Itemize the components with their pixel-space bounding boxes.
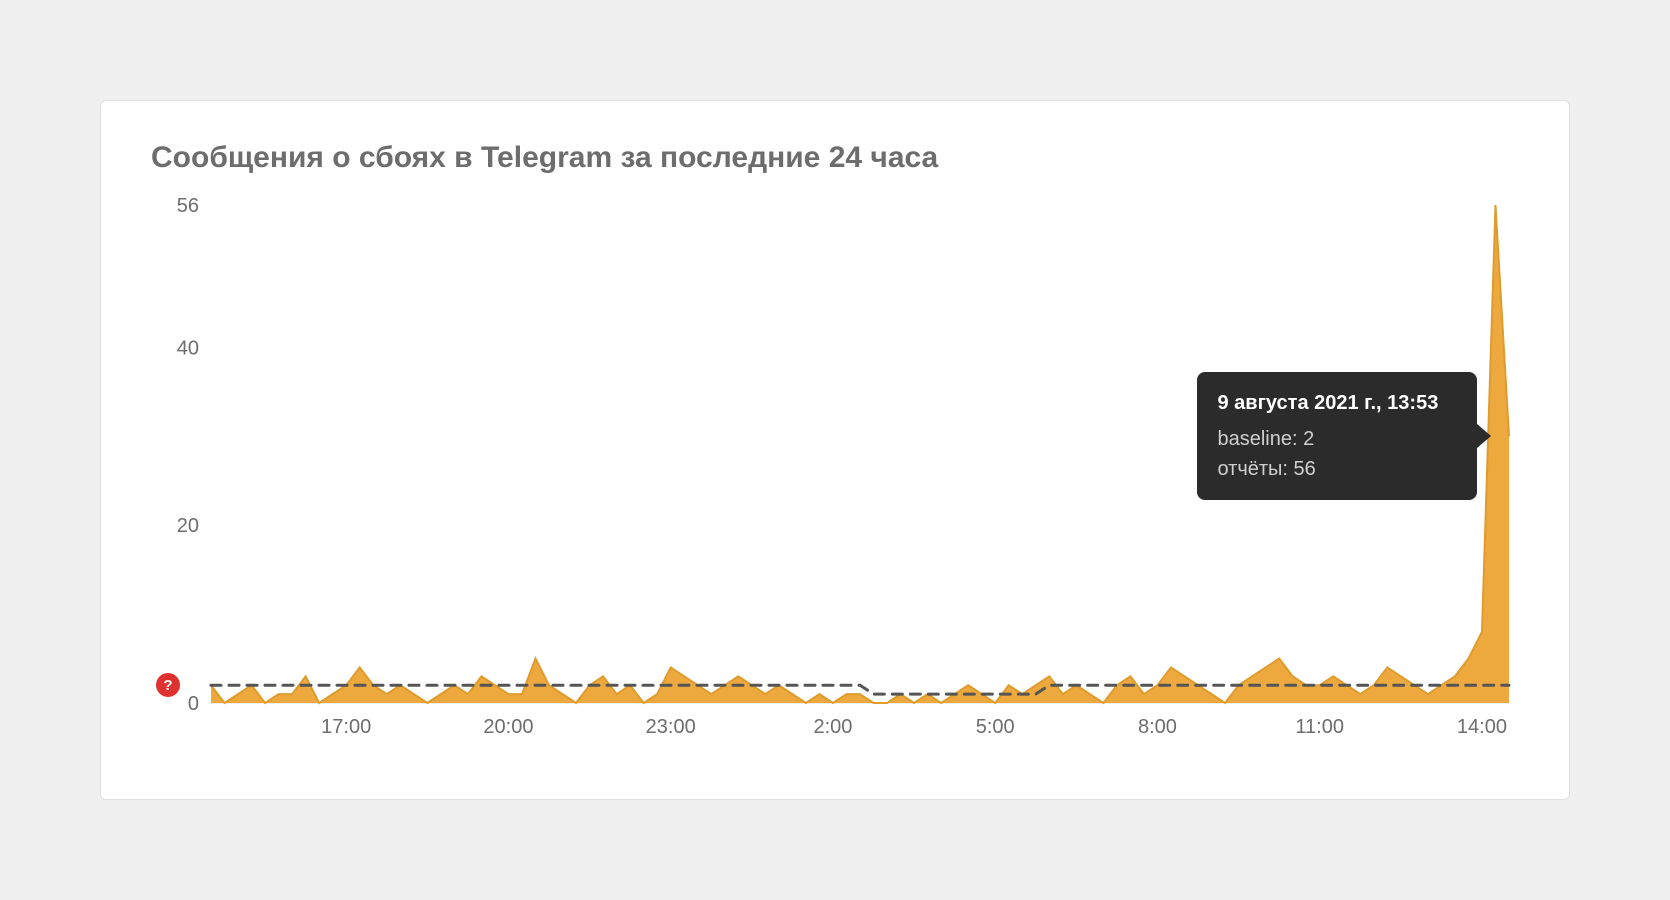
svg-text:56: 56	[177, 195, 199, 217]
chart-card: Сообщения о сбоях в Telegram за последни…	[100, 100, 1570, 800]
svg-text:20:00: 20:00	[483, 716, 533, 738]
svg-text:20: 20	[177, 515, 199, 537]
chart-title: Сообщения о сбоях в Telegram за последни…	[151, 141, 1519, 175]
tooltip-line: отчёты: 56	[1217, 454, 1457, 484]
help-icon-label: ?	[163, 677, 172, 694]
tooltip-line: baseline: 2	[1217, 424, 1457, 454]
svg-text:5:00: 5:00	[976, 716, 1015, 738]
chart-area: 0 20 40 56 17:00 20:00 23:00 2:00 5:00 8:00 11:00 1…	[151, 195, 1519, 743]
svg-text:8:00: 8:00	[1138, 716, 1177, 738]
svg-text:40: 40	[177, 337, 199, 359]
tooltip-title: 9 августа 2021 г., 13:53	[1217, 388, 1457, 418]
svg-text:11:00: 11:00	[1295, 716, 1344, 738]
svg-text:23:00: 23:00	[646, 716, 696, 738]
chart-tooltip: 9 августа 2021 г., 13:53 baseline: 2 отч…	[1197, 372, 1477, 500]
svg-text:0: 0	[188, 693, 199, 715]
svg-text:2:00: 2:00	[813, 716, 852, 738]
svg-text:17:00: 17:00	[321, 716, 371, 738]
svg-text:14:00: 14:00	[1457, 716, 1507, 738]
